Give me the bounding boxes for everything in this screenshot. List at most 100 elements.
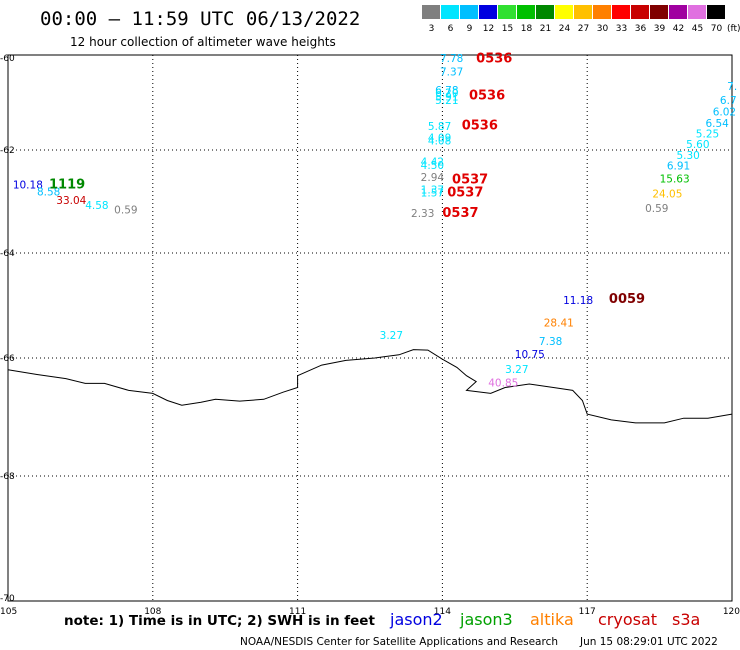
map-frame [7, 54, 733, 602]
legend-label: 24 [559, 24, 571, 34]
footer-timestamp: Jun 15 08:29:01 UTC 2022 [579, 636, 718, 648]
legend-swatch [422, 5, 440, 19]
legend-swatch [536, 5, 554, 19]
pass-time: 0536 [476, 52, 512, 67]
wave-height-value: 4.09 [428, 133, 451, 145]
wave-height-value: 10.75 [515, 349, 545, 361]
latitude-label: -62 [0, 146, 15, 156]
legend-label: 39 [654, 24, 666, 34]
legend-swatch [555, 5, 573, 19]
wave-height-value: 3.27 [380, 330, 403, 342]
wave-height-value: 4.58 [85, 200, 108, 212]
wave-height-value: 5.21 [435, 95, 458, 107]
wave-height-value: 6.78 [435, 85, 458, 97]
pass-time: 1119 [49, 178, 85, 193]
legend-label: 9 [467, 24, 473, 34]
longitude-label: 120 [723, 607, 740, 617]
wave-height-value: 0.59 [645, 203, 668, 215]
legend-label: 45 [692, 24, 703, 34]
latitude-label: -64 [0, 249, 15, 259]
color-legend: 3 6 9 12 15 18 21 24 27 30 33 36 39 42 45 70 (ft) [422, 5, 740, 34]
legend-swatch [479, 5, 497, 19]
wave-height-value: 24.05 [652, 188, 682, 200]
wave-height-value: 7.38 [539, 336, 562, 348]
legend-swatch [612, 5, 630, 19]
wave-height-value: 11.18 [563, 295, 593, 307]
wave-height-value: 5.30 [676, 150, 699, 162]
legend-label: 21 [540, 24, 551, 34]
wave-height-value: 8.58 [37, 186, 60, 198]
wave-height-value: 7.37 [440, 66, 463, 78]
legend-swatch [631, 5, 649, 19]
latitude-label: -60 [0, 54, 15, 64]
legend-label: 42 [673, 24, 684, 34]
wave-height-value: 4.08 [428, 135, 451, 147]
wave-height-value: 7.78 [440, 53, 463, 65]
satellite-name: s3a [672, 610, 700, 629]
legend-label: 18 [521, 24, 533, 34]
wave-height-value: 1.37 [421, 184, 444, 196]
footer-credit: NOAA/NESDIS Center for Satellite Applica… [240, 636, 558, 648]
wave-height-value: 5.25 [696, 129, 719, 141]
wave-height-value: 33.04 [56, 195, 86, 207]
legend-swatch [688, 5, 706, 19]
legend-label: 3 [429, 24, 435, 34]
legend-label: 70 [711, 24, 723, 34]
legend-label: 30 [597, 24, 609, 34]
latitude-label: -66 [0, 354, 15, 364]
pass-time: 0537 [442, 206, 478, 221]
wave-height-value: 5.87 [428, 121, 451, 133]
map-subtitle: 12 hour collection of altimeter wave hei… [70, 35, 336, 49]
legend-label: 15 [502, 24, 513, 34]
wave-height-value: 6.7 [720, 95, 737, 107]
map-title: 00:00 — 11:59 UTC 06/13/2022 [40, 8, 360, 30]
legend-unit: (ft) [727, 24, 740, 34]
pass-time: 0059 [609, 292, 645, 307]
legend-label: 36 [635, 24, 647, 34]
wave-height-value: 6.20 [435, 88, 458, 100]
wave-height-value: 1.57 [421, 187, 444, 199]
antarctic-coastline [7, 349, 733, 424]
longitude-label: 108 [144, 607, 161, 617]
legend-swatch [498, 5, 516, 19]
wave-height-value: 6.54 [705, 118, 729, 130]
legend-swatch [574, 5, 592, 19]
pass-time: 0537 [452, 172, 488, 187]
wave-height-value: 0.59 [114, 204, 137, 216]
satellite-name: jason3 [459, 610, 513, 629]
longitude-label: 111 [289, 607, 306, 617]
legend-swatch [669, 5, 687, 19]
legend-swatch [650, 5, 668, 19]
legend-label: 33 [616, 24, 627, 34]
wave-height-value: 40.85 [488, 377, 518, 389]
lat-lon-labels: -60 -62 -64 -66 -68 -70 105 108 111 114 117 120 [0, 54, 740, 617]
legend-label: 12 [483, 24, 494, 34]
legend-swatch [460, 5, 478, 19]
wave-height-value: 7. [727, 81, 737, 93]
wave-height-value: 4.42 [421, 156, 444, 168]
satellite-legend: jason2 jason3 altika cryosat s3a [389, 610, 700, 629]
legend-label: 6 [448, 24, 454, 34]
wave-height-value: 6.91 [667, 161, 690, 173]
legend-swatch [593, 5, 611, 19]
wave-height-value: 28.41 [544, 318, 574, 330]
legend-label: 27 [578, 24, 589, 34]
footer-note: note: 1) Time is in UTC; 2) SWH is in fe… [64, 613, 375, 629]
longitude-label: 117 [579, 607, 596, 617]
wave-height-observations: 7.787.37 6.786.205.915.21 5.874.094.08 4.42… [13, 53, 737, 389]
wave-height-value: 2.33 [411, 208, 434, 220]
satellite-name: altika [530, 610, 574, 629]
legend-swatch [707, 5, 725, 19]
longitude-label: 105 [0, 607, 17, 617]
wave-height-value: 10.18 [13, 180, 43, 192]
pass-time: 0537 [447, 185, 483, 200]
latitude-label: -70 [0, 594, 15, 604]
wave-height-value: 3.27 [505, 364, 528, 376]
legend-swatch [441, 5, 459, 19]
wave-height-value: 2.94 [421, 172, 445, 184]
lat-lon-grid [8, 55, 732, 601]
satellite-name: jason2 [389, 610, 443, 629]
satellite-name: cryosat [598, 610, 657, 629]
